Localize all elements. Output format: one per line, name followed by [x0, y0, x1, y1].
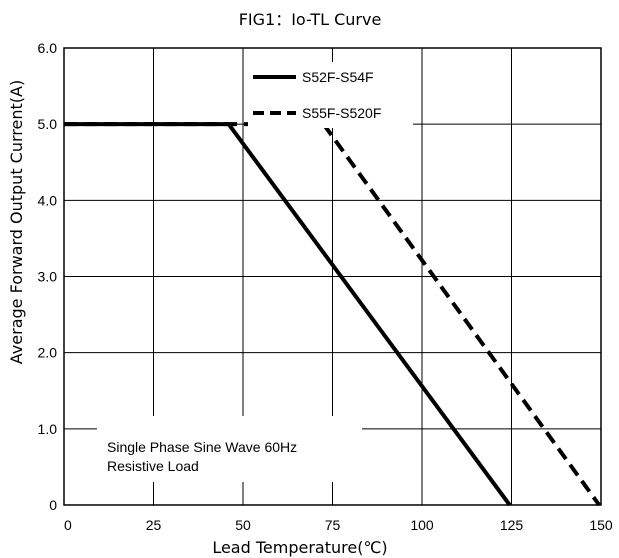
note-line-2: Resistive Load [107, 458, 199, 474]
y-tick-label: 0 [49, 497, 57, 513]
note-box: Single Phase Sine Wave 60Hz Resistive Lo… [97, 416, 362, 482]
x-tick-label: 0 [64, 517, 72, 533]
y-axis-label: Average Forward Output Current(A) [7, 80, 26, 364]
series-line-s55f-s520f [64, 122, 601, 507]
x-tick-labels: 0 25 50 75 100 125 150 [64, 517, 613, 533]
x-tick-label: 75 [325, 517, 341, 533]
plot-frame [63, 47, 602, 506]
legend-background [248, 62, 413, 128]
x-tick-label: 150 [589, 517, 613, 533]
legend: S52F-S54F S55F-S520F [248, 62, 413, 128]
note-line-1: Single Phase Sine Wave 60Hz [107, 439, 297, 455]
x-tick-label: 25 [146, 517, 162, 533]
y-tick-label: 3.0 [38, 269, 58, 285]
x-tick-label: 100 [410, 517, 434, 533]
y-tick-label: 6.0 [38, 40, 58, 56]
x-tick-label: 50 [235, 517, 251, 533]
series-lines [64, 122, 601, 507]
x-axis-label: Lead Temperature(℃) [212, 538, 387, 557]
note-background [97, 416, 362, 482]
y-tick-label: 2.0 [38, 345, 58, 361]
chart-title: FIG1：Io-TL Curve [239, 10, 382, 29]
y-tick-labels: 0 1.0 2.0 3.0 4.0 5.0 6.0 [38, 40, 58, 513]
legend-label-s52f: S52F-S54F [302, 69, 374, 85]
y-tick-label: 1.0 [38, 421, 58, 437]
legend-label-s55f: S55F-S520F [302, 105, 381, 121]
y-tick-label: 4.0 [38, 192, 58, 208]
x-tick-label: 125 [500, 517, 524, 533]
y-tick-label: 5.0 [38, 116, 58, 132]
